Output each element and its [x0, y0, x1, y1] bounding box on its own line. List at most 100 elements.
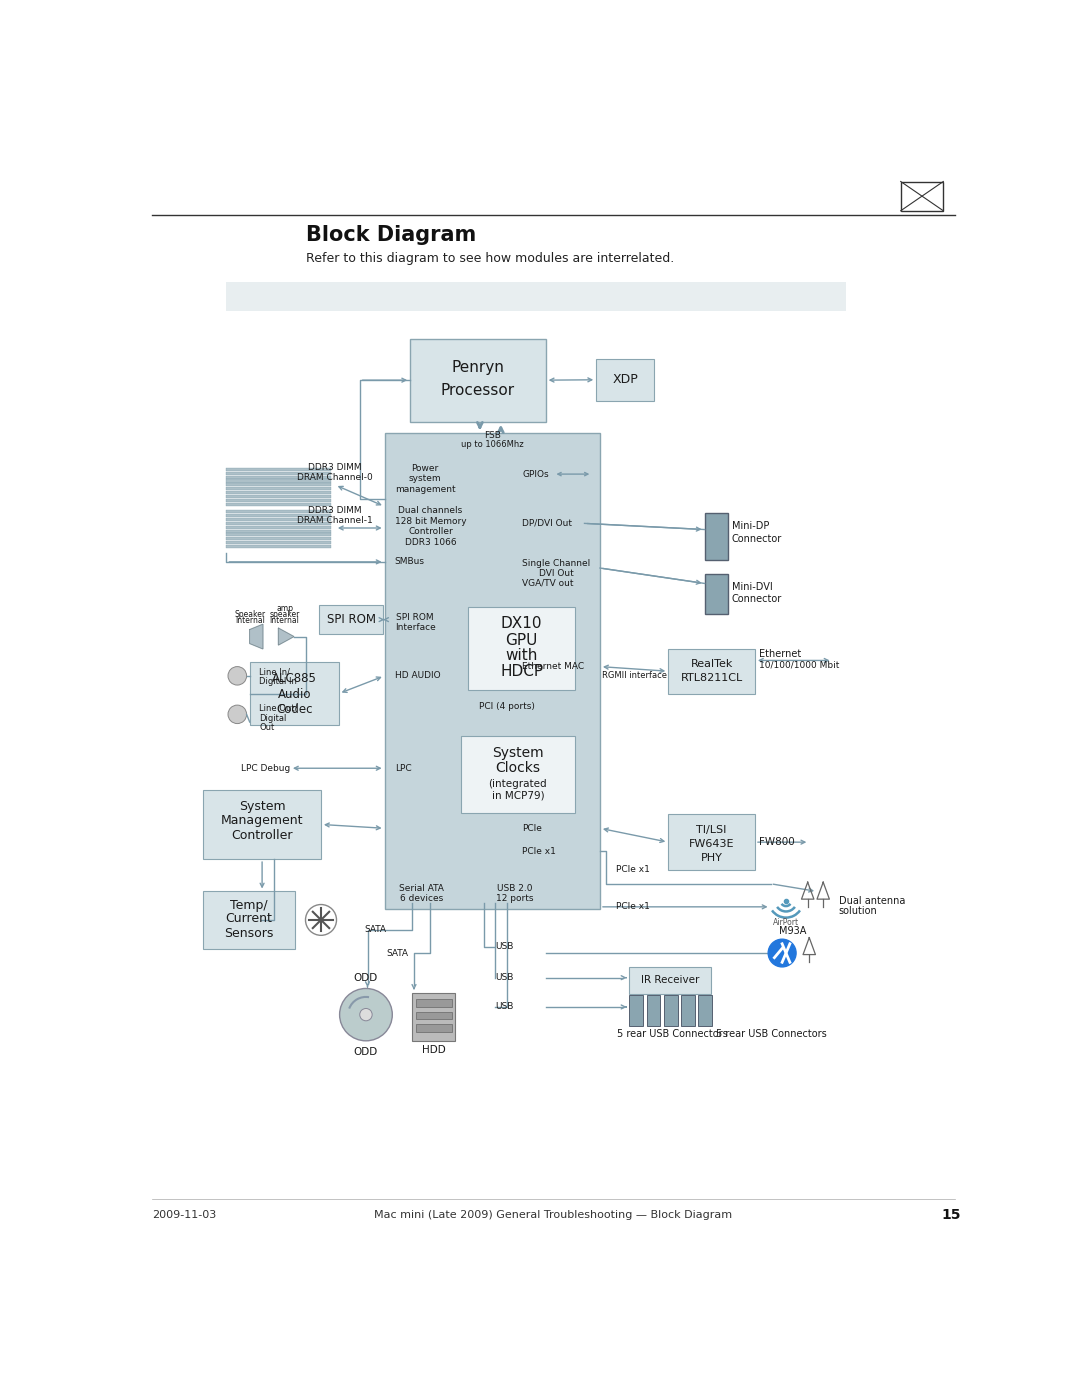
Text: SMBus: SMBus — [394, 557, 424, 566]
Text: Temp/: Temp/ — [230, 898, 268, 912]
Bar — [203, 891, 295, 949]
Bar — [901, 182, 943, 211]
Text: USB 2.0
12 ports: USB 2.0 12 ports — [496, 884, 534, 902]
Text: GPU: GPU — [505, 633, 538, 648]
Bar — [227, 522, 332, 525]
Text: 5 rear USB Connectors: 5 rear USB Connectors — [617, 1028, 728, 1039]
Text: Refer to this diagram to see how modules are interrelated.: Refer to this diagram to see how modules… — [306, 251, 674, 265]
Bar — [647, 996, 661, 1027]
Text: AirPort: AirPort — [773, 918, 799, 926]
Text: up to 1066Mhz: up to 1066Mhz — [461, 440, 524, 450]
Text: Block Diagram: Block Diagram — [306, 225, 476, 246]
Bar — [227, 488, 332, 490]
Text: RGMII interface: RGMII interface — [602, 672, 666, 680]
Text: PCIe x1: PCIe x1 — [616, 902, 649, 911]
Text: USB: USB — [496, 943, 514, 951]
Text: 15: 15 — [941, 1208, 960, 1222]
Bar — [704, 513, 728, 560]
Polygon shape — [279, 629, 294, 645]
Bar — [227, 475, 332, 479]
Bar — [691, 282, 847, 312]
Text: M93A: M93A — [779, 926, 806, 936]
Text: Mini-DVI: Mini-DVI — [732, 581, 772, 591]
Circle shape — [339, 989, 392, 1041]
Bar — [410, 338, 545, 422]
Bar — [227, 529, 332, 532]
Text: SPI ROM
Interface: SPI ROM Interface — [394, 613, 435, 631]
Text: FSB: FSB — [484, 432, 501, 440]
Text: Internal: Internal — [270, 616, 299, 624]
Text: Line In/: Line In/ — [259, 668, 291, 676]
Polygon shape — [249, 624, 262, 648]
Text: System: System — [492, 746, 543, 760]
Text: PCI (4 ports): PCI (4 ports) — [480, 703, 535, 711]
Text: in MCP79): in MCP79) — [491, 791, 544, 800]
Text: Sensors: Sensors — [225, 928, 273, 940]
Bar — [669, 814, 755, 870]
Text: HD AUDIO: HD AUDIO — [394, 672, 441, 680]
Text: PCIe x1: PCIe x1 — [523, 847, 556, 856]
Text: DRAM Channel-1: DRAM Channel-1 — [297, 515, 373, 525]
Bar — [704, 574, 728, 615]
Circle shape — [228, 705, 246, 724]
Text: TI/LSI: TI/LSI — [697, 824, 727, 835]
Text: GPIOs: GPIOs — [523, 469, 549, 479]
Bar — [469, 606, 576, 690]
Text: SPI ROM: SPI ROM — [327, 613, 376, 626]
Circle shape — [228, 666, 246, 685]
Text: Penryn: Penryn — [451, 360, 504, 376]
Bar — [227, 503, 332, 506]
Text: Mini-DP: Mini-DP — [732, 521, 769, 531]
Bar — [227, 510, 332, 513]
Bar — [227, 538, 332, 541]
Text: amp: amp — [276, 604, 293, 612]
Circle shape — [768, 939, 796, 967]
Bar — [203, 789, 321, 859]
Text: Power
system
management: Power system management — [394, 464, 456, 495]
Bar — [227, 518, 332, 521]
Text: ALC885: ALC885 — [272, 672, 316, 686]
Text: FW643E: FW643E — [689, 838, 734, 849]
Text: 5 rear USB Connectors: 5 rear USB Connectors — [716, 1028, 826, 1039]
Text: LPC Debug: LPC Debug — [241, 764, 291, 773]
Text: Current: Current — [226, 912, 272, 925]
Text: Mac mini (Late 2009) General Troubleshooting — Block Diagram: Mac mini (Late 2009) General Troubleshoo… — [375, 1210, 732, 1220]
Text: ODD: ODD — [354, 972, 378, 982]
Text: Line Out/: Line Out/ — [259, 704, 297, 712]
Text: Ethernet: Ethernet — [759, 650, 801, 659]
Text: SATA: SATA — [364, 925, 387, 935]
Bar — [460, 736, 576, 813]
Bar — [227, 483, 332, 486]
Bar — [249, 662, 339, 725]
Text: speaker: speaker — [269, 609, 300, 619]
Bar — [227, 499, 332, 502]
Bar — [227, 282, 769, 312]
Bar — [416, 1011, 451, 1020]
Bar — [680, 996, 694, 1027]
Text: DDR3 DIMM: DDR3 DIMM — [308, 506, 362, 514]
Bar — [596, 359, 654, 401]
Text: USB: USB — [496, 974, 514, 982]
Bar — [384, 433, 600, 909]
Text: DX10: DX10 — [501, 616, 542, 631]
Text: RealTek: RealTek — [690, 659, 733, 669]
Text: DDR3 DIMM: DDR3 DIMM — [308, 464, 362, 472]
Text: System: System — [239, 800, 285, 813]
Text: SATA: SATA — [386, 949, 408, 957]
Text: ODD: ODD — [354, 1046, 378, 1056]
Bar — [227, 525, 332, 529]
Text: Connector: Connector — [732, 594, 782, 604]
Text: 2009-11-03: 2009-11-03 — [152, 1210, 216, 1220]
Text: Dual channels
128 bit Memory
Controller
DDR3 1066: Dual channels 128 bit Memory Controller … — [394, 507, 467, 546]
Bar — [698, 996, 712, 1027]
Bar — [669, 648, 755, 693]
Text: HDCP: HDCP — [500, 664, 543, 679]
Text: Codec: Codec — [276, 703, 312, 717]
Bar — [227, 479, 332, 482]
Bar — [227, 468, 332, 471]
Text: PHY: PHY — [701, 852, 723, 862]
Text: Processor: Processor — [441, 383, 515, 398]
Text: LPC: LPC — [394, 764, 411, 773]
Circle shape — [306, 904, 337, 936]
Bar — [416, 999, 451, 1007]
